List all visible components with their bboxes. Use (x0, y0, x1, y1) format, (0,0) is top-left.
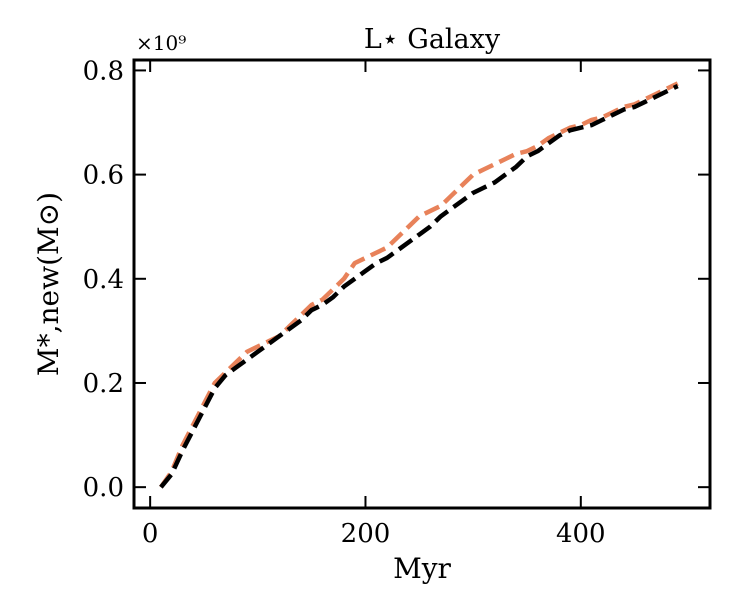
chart-title: L⋆ Galaxy (364, 24, 501, 55)
plot-layer (134, 60, 710, 508)
y-tick-label-4: 0.8 (83, 56, 124, 86)
axes-frame (132, 58, 712, 510)
y-multiplier: ×10⁹ (136, 31, 186, 55)
series-line-black-dashed (159, 84, 679, 489)
y-tick-label-2: 0.4 (83, 265, 124, 295)
text-layer: 0 200 400 0.0 0.2 0.4 0.6 0.8 L⋆ Galaxy ×10⁹ Myr M*… (32, 24, 606, 585)
y-axis-label: M*,new(M⊙) (32, 192, 65, 376)
series-layer (159, 81, 679, 489)
x-axis-label: Myr (393, 552, 451, 585)
x-tick-label-400: 400 (556, 519, 606, 549)
series-line-orange-dashed (159, 81, 679, 489)
plot-area (134, 60, 710, 508)
y-tick-label-0: 0.0 (83, 473, 124, 503)
y-tick-label-3: 0.6 (83, 161, 124, 191)
axes-layer (132, 58, 712, 510)
x-tick-label-200: 200 (341, 519, 391, 549)
x-tick-label-0: 0 (142, 519, 159, 549)
y-tick-label-1: 0.2 (83, 369, 124, 399)
